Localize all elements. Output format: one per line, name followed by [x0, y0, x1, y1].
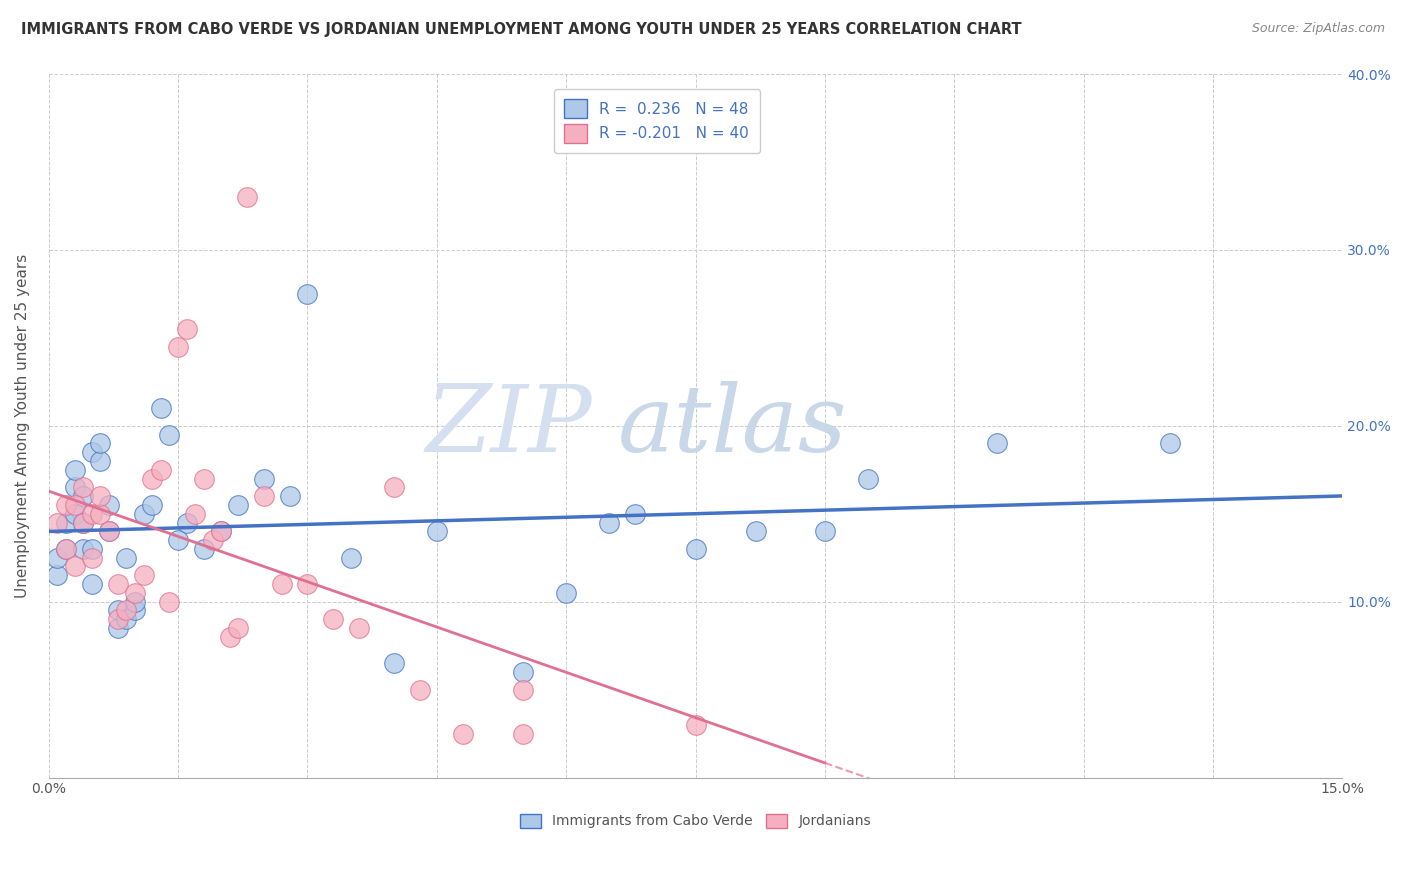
- Point: [80, 541, 103, 556]
- Point: [339, 550, 361, 565]
- Point: [132, 507, 155, 521]
- Point: [72, 541, 94, 556]
- Point: [512, 682, 534, 697]
- Point: [89, 507, 111, 521]
- Point: [115, 612, 138, 626]
- Point: [209, 524, 232, 539]
- Text: ZIP: ZIP: [426, 381, 592, 471]
- Point: [236, 190, 259, 204]
- Point: [124, 594, 146, 608]
- Point: [63, 559, 86, 574]
- Point: [80, 445, 103, 459]
- Point: [814, 524, 837, 539]
- Point: [98, 498, 121, 512]
- Point: [382, 657, 405, 671]
- Point: [46, 568, 69, 582]
- Point: [555, 586, 578, 600]
- Point: [80, 577, 103, 591]
- Point: [55, 541, 77, 556]
- Point: [89, 489, 111, 503]
- Point: [80, 550, 103, 565]
- Point: [115, 603, 138, 617]
- Point: [72, 489, 94, 503]
- Point: [141, 471, 163, 485]
- Text: Source: ZipAtlas.com: Source: ZipAtlas.com: [1251, 22, 1385, 36]
- Point: [63, 507, 86, 521]
- Point: [408, 682, 430, 697]
- Point: [426, 524, 449, 539]
- Point: [98, 524, 121, 539]
- Point: [55, 516, 77, 530]
- Point: [141, 498, 163, 512]
- Point: [685, 718, 707, 732]
- Point: [167, 340, 190, 354]
- Point: [107, 577, 129, 591]
- Point: [322, 612, 344, 626]
- Point: [149, 463, 172, 477]
- Point: [124, 586, 146, 600]
- Point: [1159, 436, 1181, 450]
- Text: IMMIGRANTS FROM CABO VERDE VS JORDANIAN UNEMPLOYMENT AMONG YOUTH UNDER 25 YEARS : IMMIGRANTS FROM CABO VERDE VS JORDANIAN …: [21, 22, 1022, 37]
- Point: [451, 726, 474, 740]
- Point: [228, 498, 250, 512]
- Point: [347, 621, 370, 635]
- Point: [55, 498, 77, 512]
- Point: [107, 612, 129, 626]
- Point: [176, 516, 198, 530]
- Point: [685, 541, 707, 556]
- Point: [98, 524, 121, 539]
- Point: [228, 621, 250, 635]
- Point: [278, 489, 301, 503]
- Point: [72, 516, 94, 530]
- Point: [512, 726, 534, 740]
- Point: [115, 550, 138, 565]
- Point: [270, 577, 292, 591]
- Point: [149, 401, 172, 416]
- Point: [176, 322, 198, 336]
- Point: [107, 621, 129, 635]
- Point: [89, 454, 111, 468]
- Point: [209, 524, 232, 539]
- Point: [986, 436, 1008, 450]
- Point: [46, 550, 69, 565]
- Point: [107, 603, 129, 617]
- Point: [63, 463, 86, 477]
- Point: [55, 541, 77, 556]
- Point: [80, 507, 103, 521]
- Point: [63, 480, 86, 494]
- Point: [253, 471, 276, 485]
- Point: [167, 533, 190, 547]
- Point: [124, 603, 146, 617]
- Point: [598, 516, 620, 530]
- Point: [624, 507, 647, 521]
- Y-axis label: Unemployment Among Youth under 25 years: Unemployment Among Youth under 25 years: [15, 253, 30, 598]
- Point: [63, 498, 86, 512]
- Point: [159, 594, 181, 608]
- Point: [46, 516, 69, 530]
- Point: [193, 541, 215, 556]
- Legend: Immigrants from Cabo Verde, Jordanians: Immigrants from Cabo Verde, Jordanians: [515, 808, 876, 834]
- Point: [382, 480, 405, 494]
- Point: [72, 480, 94, 494]
- Point: [297, 286, 319, 301]
- Point: [856, 471, 879, 485]
- Point: [201, 533, 224, 547]
- Point: [193, 471, 215, 485]
- Text: atlas: atlas: [617, 381, 848, 471]
- Point: [89, 436, 111, 450]
- Point: [512, 665, 534, 679]
- Point: [218, 630, 240, 644]
- Point: [184, 507, 207, 521]
- Point: [159, 427, 181, 442]
- Point: [72, 516, 94, 530]
- Point: [253, 489, 276, 503]
- Point: [132, 568, 155, 582]
- Point: [745, 524, 768, 539]
- Point: [297, 577, 319, 591]
